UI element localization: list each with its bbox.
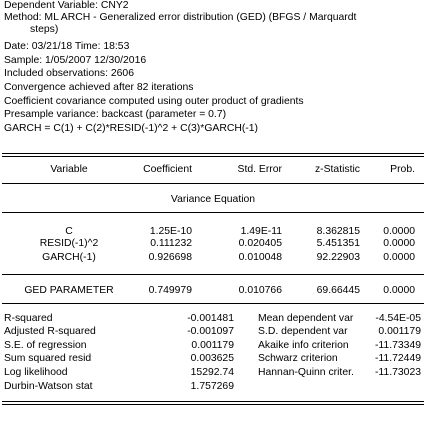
- row-prob: 0.0000: [383, 252, 415, 263]
- date-time: Date: 03/21/18 Time: 18:53: [4, 41, 130, 52]
- row-variable: GARCH(-1): [42, 252, 96, 263]
- stat-value-left: 1.757269: [190, 381, 234, 392]
- stat-label-right: Akaike info criterion: [258, 340, 349, 351]
- row-prob: 0.0000: [383, 226, 415, 237]
- stat-value-right: 0.001179: [378, 326, 421, 337]
- sample-range: Sample: 1/05/2007 12/30/2016: [4, 55, 147, 66]
- stat-label-left: Sum squared resid: [4, 353, 92, 364]
- convergence-note: Convergence achieved after 82 iterations: [4, 82, 194, 93]
- stat-value-right: -11.73023: [374, 367, 421, 378]
- presample-variance: Presample variance: backcast (parameter …: [4, 109, 227, 120]
- table-bottom-rule: [2, 401, 424, 402]
- stat-label-right: Schwarz criterion: [258, 353, 338, 364]
- stat-label-left: S.E. of regression: [4, 340, 87, 351]
- method-line: Method: ML ARCH - Generalized error dist…: [4, 12, 357, 23]
- included-observations: Included observations: 2606: [4, 68, 134, 79]
- table-top-rule-2: [2, 156, 424, 157]
- stat-value-left: 0.001179: [191, 340, 234, 351]
- stat-label-left: Adjusted R-squared: [4, 326, 96, 337]
- stat-value-left: -0.001097: [187, 326, 234, 337]
- stat-label-left: Log likelihood: [4, 367, 68, 378]
- col-header-coefficient: Coefficient: [143, 164, 192, 175]
- col-header-prob: Prob.: [390, 164, 415, 175]
- row-z-statistic: 8.362815: [316, 226, 360, 237]
- col-header-std-error: Std. Error: [237, 164, 282, 175]
- stat-value-left: 0.003625: [190, 353, 234, 364]
- ged-prob: 0.0000: [383, 285, 415, 296]
- variance-equation-title: Variance Equation: [170, 194, 256, 205]
- row-std-error: 0.020405: [238, 238, 282, 249]
- stat-value-left: -0.001481: [187, 313, 234, 324]
- row-z-statistic: 5.451351: [316, 238, 360, 249]
- stat-label-left: R-squared: [4, 313, 53, 324]
- table-top-rule: [2, 153, 424, 154]
- method-line-continued: steps): [30, 24, 59, 35]
- stat-label-right: Hannan-Quinn criter.: [258, 367, 354, 378]
- stat-value-right: -11.72449: [374, 353, 421, 364]
- row-variable: RESID(-1)^2: [39, 238, 99, 249]
- table-bottom-rule-2: [2, 404, 424, 405]
- stat-value-right: -4.54E-05: [375, 313, 421, 324]
- row-std-error: 1.49E-11: [240, 226, 282, 237]
- row-coefficient: 1.25E-10: [149, 226, 192, 237]
- variance-end-rule: [2, 274, 424, 275]
- stat-label-left: Durbin-Watson stat: [4, 381, 93, 392]
- col-header-variable: Variable: [50, 164, 88, 175]
- stat-label-right: S.D. dependent var: [258, 326, 348, 337]
- stat-value-left: 15292.74: [190, 367, 234, 378]
- row-prob: 0.0000: [383, 238, 415, 249]
- ged-end-rule: [2, 303, 424, 304]
- covariance-note: Coefficient covariance computed using ou…: [4, 96, 304, 107]
- row-std-error: 0.010048: [238, 252, 282, 263]
- variance-title-rule: [2, 212, 424, 213]
- ged-std-error: 0.010766: [238, 285, 282, 296]
- row-coefficient: 0.111232: [150, 238, 192, 249]
- garch-equation: GARCH = C(1) + C(2)*RESID(-1)^2 + C(3)*G…: [4, 123, 258, 134]
- ged-variable: GED PARAMETER: [24, 285, 114, 296]
- row-variable: C: [65, 226, 73, 237]
- header-rule: [2, 183, 424, 184]
- stat-label-right: Mean dependent var: [258, 313, 354, 324]
- ged-coefficient: 0.749979: [148, 285, 192, 296]
- ged-z-statistic: 69.66445: [316, 285, 360, 296]
- row-z-statistic: 92.22903: [316, 252, 360, 263]
- stat-value-right: -11.73349: [374, 340, 421, 351]
- dependent-variable: Dependent Variable: CNY2: [4, 0, 129, 11]
- col-header-z-statistic: z-Statistic: [314, 164, 360, 175]
- row-coefficient: 0.926698: [148, 252, 192, 263]
